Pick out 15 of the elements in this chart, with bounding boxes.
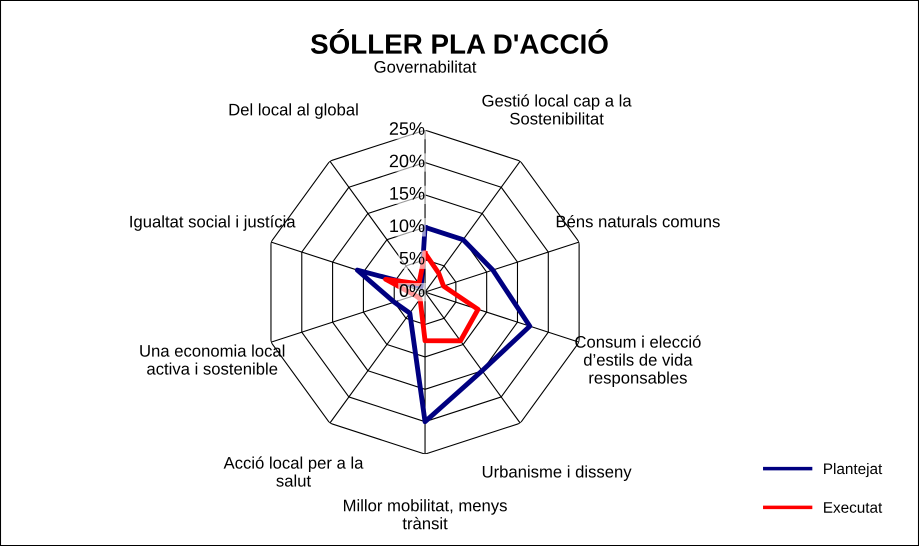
y-tick-label: 20% — [390, 154, 424, 168]
y-tick-label: 15% — [390, 187, 424, 200]
spoke-label: Gestió local cap a la Sostenibilitat — [482, 94, 632, 125]
y-tick-label: 0% — [400, 284, 424, 297]
spoke-label: Del local al global — [230, 103, 358, 119]
spoke-label: Millor mobilitat, menys trànsit — [344, 499, 507, 530]
legend-label: Executat — [824, 502, 882, 513]
spoke-label: Acció local per a la salut — [224, 456, 364, 487]
spoke-label: Urbanisme i disseny — [482, 465, 632, 481]
y-tick-label: 10% — [390, 219, 424, 232]
legend-label: Plantejat — [824, 462, 882, 478]
spoke-label: Governabilitat — [374, 60, 476, 73]
y-tick-label: 5% — [400, 252, 424, 265]
chart-title: SÓLLER PLA D'ACCIÓ — [310, 28, 608, 54]
y-tick-label: 25% — [390, 122, 424, 135]
